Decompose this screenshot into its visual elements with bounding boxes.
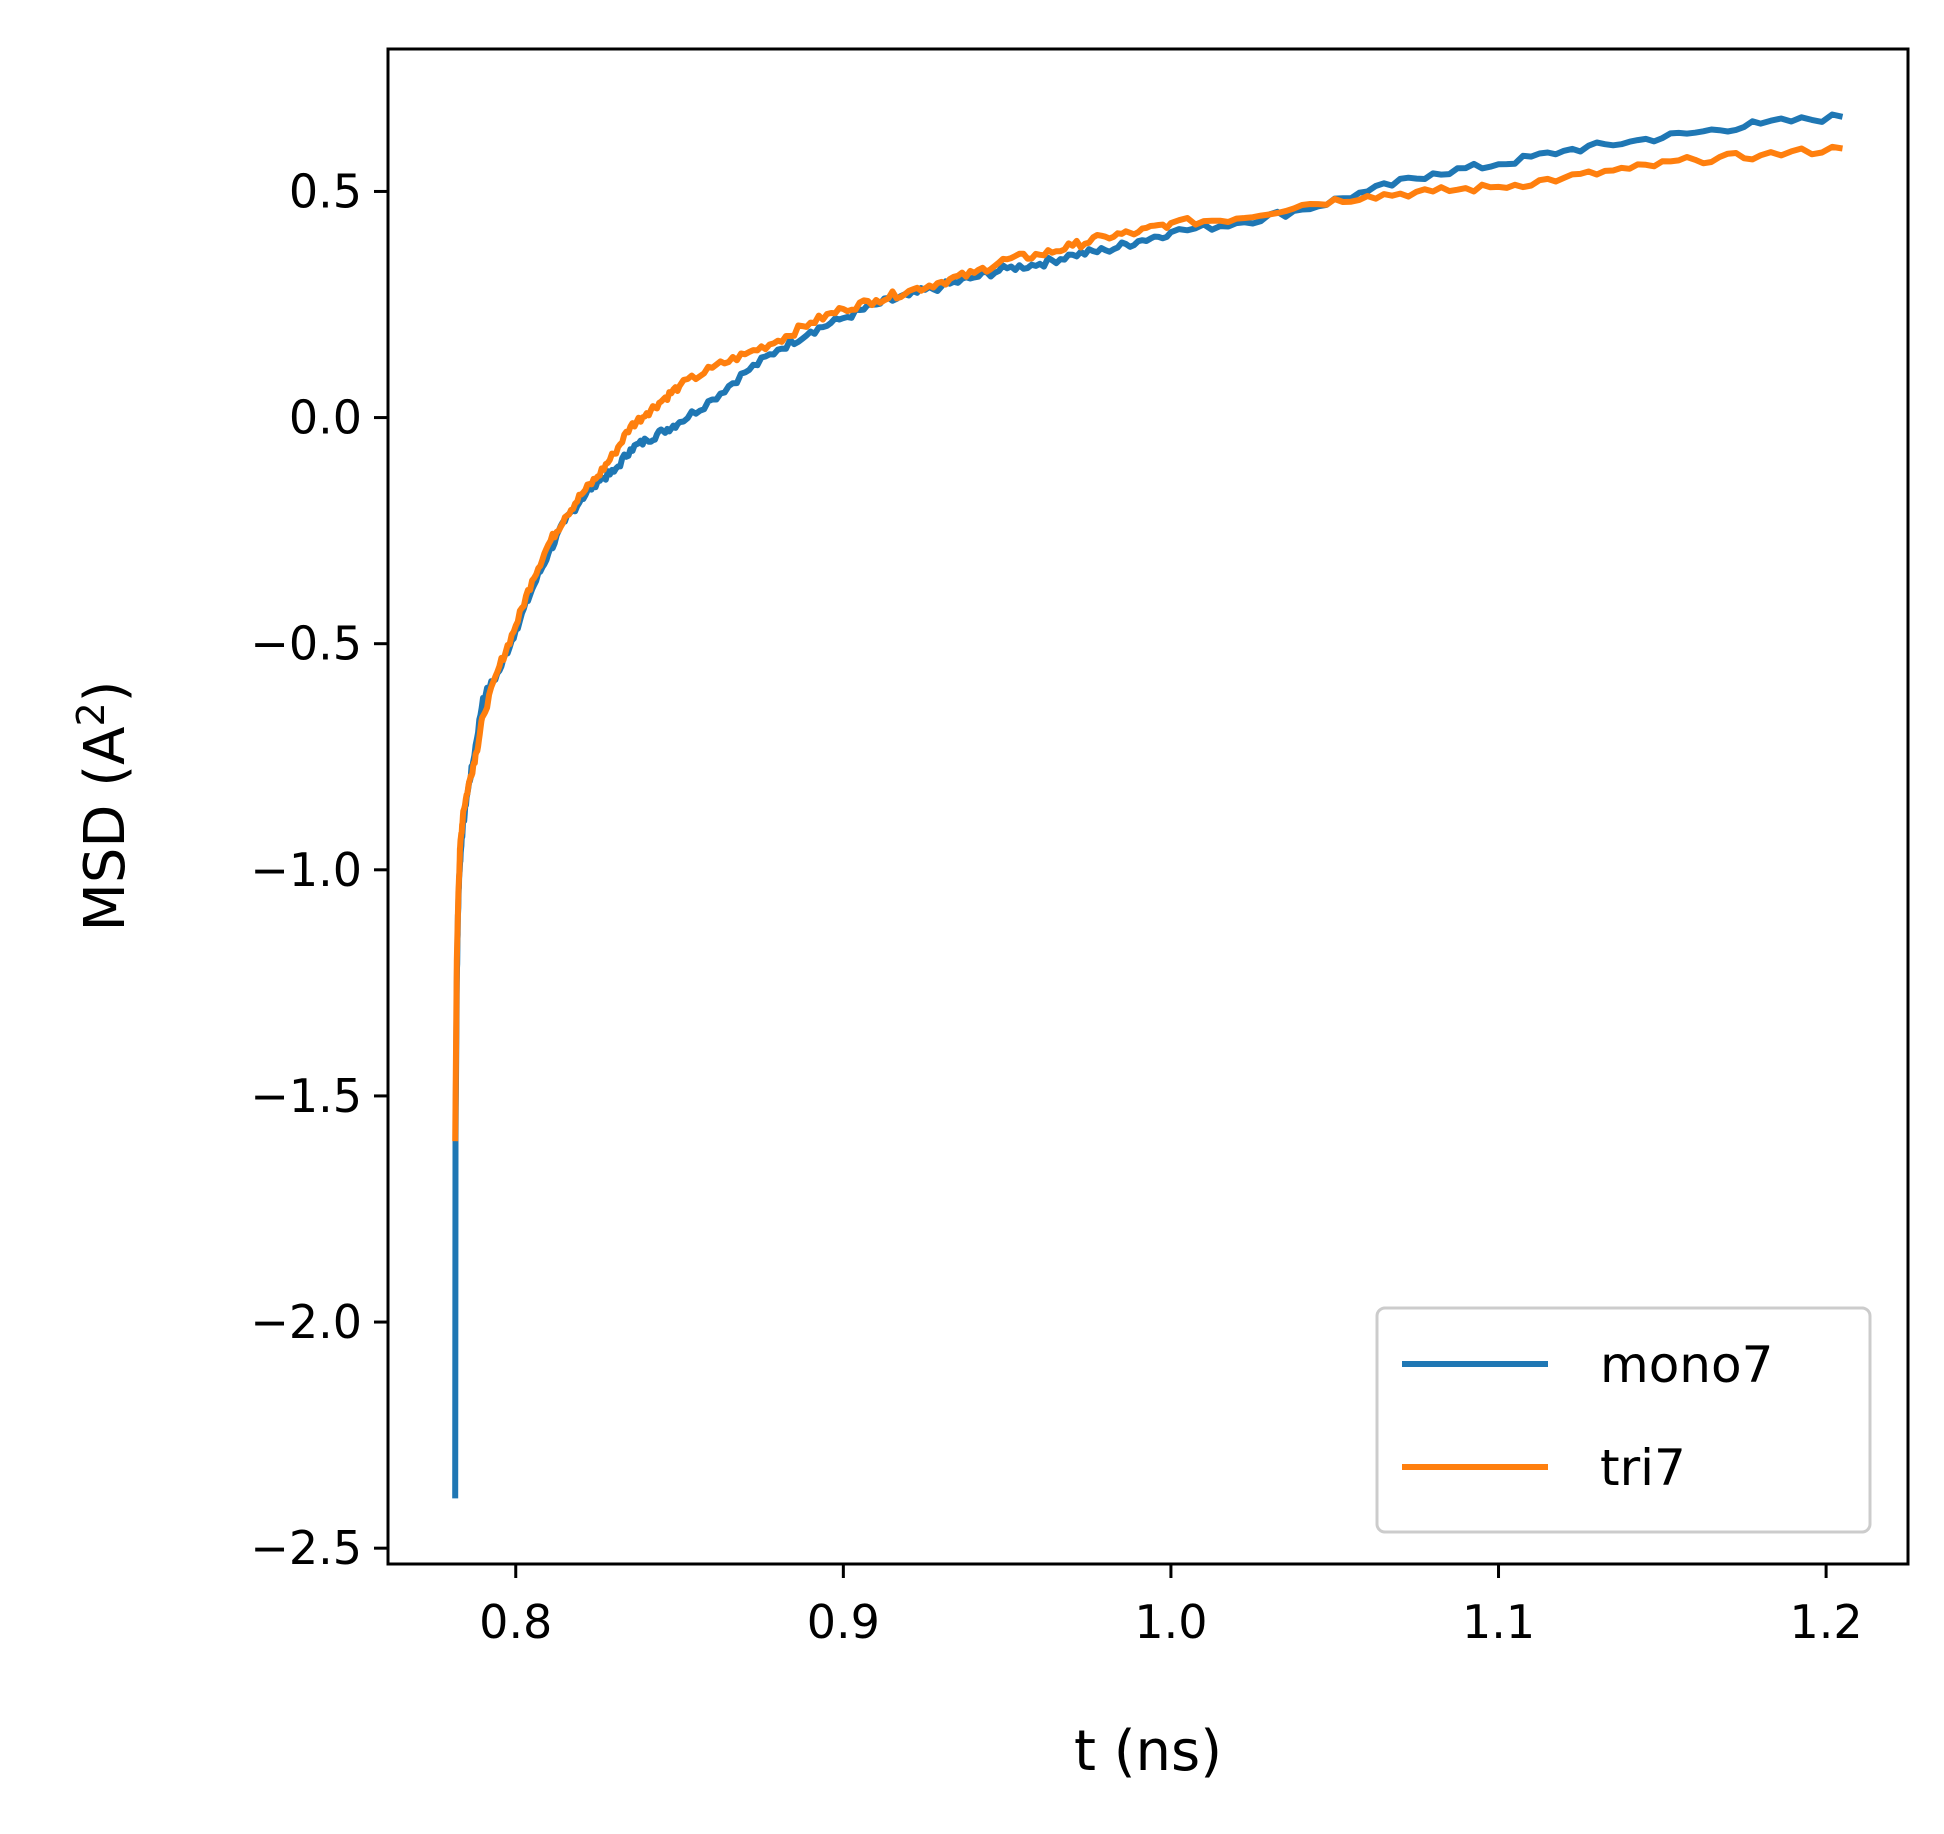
legend-label-tri7: tri7: [1600, 1439, 1686, 1497]
series-line-tri7: [452, 143, 1843, 1142]
y-tick-label: 0.0: [289, 391, 362, 445]
plot-frame: [386, 47, 1910, 1566]
x-tick-label: 1.1: [1462, 1595, 1535, 1649]
x-tick-label: 0.9: [807, 1595, 880, 1649]
y-tick-label: −2.0: [250, 1295, 362, 1349]
x-axis-label: t (ns): [1074, 1719, 1222, 1784]
y-tick-label: −1.5: [250, 1069, 362, 1123]
y-tick-label: −0.5: [250, 617, 362, 671]
y-axis-label-main: MSD (A: [73, 727, 138, 932]
x-axis: 0.8 0.9 1.0 1.1 1.2: [479, 1564, 1863, 1649]
y-tick-label: −2.5: [250, 1521, 362, 1575]
y-axis: 0.5 0.0 −0.5 −1.0 −1.5 −2.0 −2.5: [250, 164, 388, 1575]
x-tick-label: 0.8: [479, 1595, 552, 1649]
y-axis-label: MSD (A2): [69, 681, 138, 932]
y-tick-label: 0.5: [289, 164, 362, 218]
y-axis-label-close: ): [73, 681, 138, 703]
legend-label-mono7: mono7: [1600, 1336, 1773, 1394]
series-group: [452, 111, 1844, 1499]
x-tick-label: 1.0: [1134, 1595, 1207, 1649]
legend: mono7 tri7: [1375, 1306, 1872, 1534]
x-tick-label: 1.2: [1790, 1595, 1863, 1649]
y-tick-label: −1.0: [250, 843, 362, 897]
y-axis-label-superscript: 2: [69, 702, 113, 726]
